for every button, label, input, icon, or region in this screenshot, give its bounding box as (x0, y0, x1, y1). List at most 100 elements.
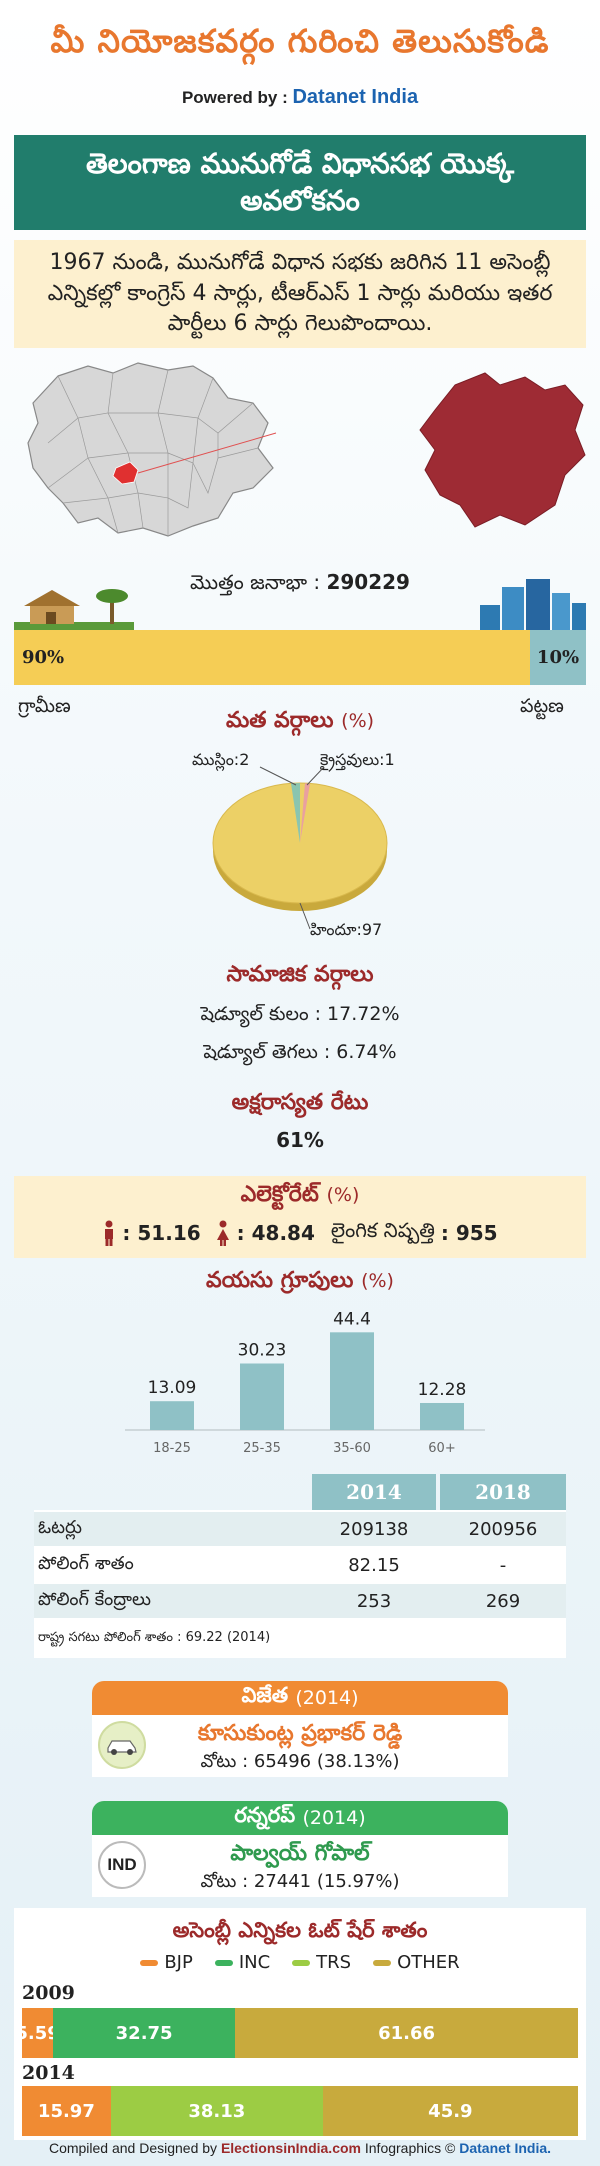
urban-label: పట్టణ (520, 695, 564, 717)
runnerup-body: IND పాల్వయ్ గోపాల్ వోటు : 27441 (15.97%) (92, 1835, 508, 1897)
powered-label: Powered by : (181, 88, 288, 107)
pie-label-christian: క్రైస్తవులు:1 (320, 750, 395, 772)
row-label-voters: ఓటర్లు (38, 1516, 82, 1538)
constituency-banner: తెలంగాణ మునుగోడే విధానసభ యొక్క అవలోకనం (14, 135, 586, 230)
turnout-2018: - (499, 1554, 507, 1576)
winner-title: విజేత (241, 1683, 289, 1707)
winner-votes: వోటు : 65496 (38.13%) (200, 1751, 400, 1772)
voters-2014: 209138 (339, 1518, 409, 1540)
age-tick-label-25-35: 25-35 (243, 1441, 281, 1456)
female-value: : 48.84 (236, 1220, 315, 1245)
footer-site: ElectionsinIndia.com (220, 2140, 361, 2156)
age-bar-18-25 (150, 1401, 194, 1430)
age-tick-label-60+: 60+ (428, 1441, 455, 1456)
religion-title: మత వర్గాలు (%) (0, 708, 600, 738)
runnerup-name: పాల్వయ్ గోపాల్ (230, 1841, 370, 1866)
footer: Compiled and Designed by ElectionsinIndi… (0, 2140, 600, 2156)
population-value: 290229 (326, 570, 410, 594)
electorate-box: ఎలెక్టోరేట్ (%) : 51.16 : 48.84 లైంగిక న… (14, 1176, 586, 1258)
electorate-unit: (%) (326, 1184, 360, 1206)
vs-year-2014: 2014 (22, 2062, 75, 2084)
runnerup-votes: వోటు : 27441 (15.97%) (200, 1871, 400, 1892)
pie-slice-muslim (291, 783, 300, 843)
male-icon (105, 1220, 114, 1246)
car-symbol-icon (98, 1721, 146, 1769)
age-tick-label-35-60: 35-60 (333, 1441, 371, 1456)
religion-unit: (%) (341, 710, 375, 732)
total-population: మొత్తం జనాభా : 290229 (0, 570, 600, 599)
sc-line: షెడ్యూల్ కులం : 17.72% (200, 1003, 400, 1025)
vote-share-seg-other-2014: 45.9 (322, 2086, 578, 2136)
vote-share-seg-inc-2009: 32.75 (53, 2008, 236, 2058)
vote-share-seg-other-2009: 61.66 (235, 2008, 578, 2058)
runnerup-card: రన్నరప్ (2014) IND పాల్వయ్ గోపాల్ వోటు :… (92, 1801, 508, 1897)
vote-share-seg-bjp-2014: 15.97 (22, 2086, 111, 2136)
rural-bar: 90% (14, 630, 530, 685)
vote-share-legend: BJP INC TRS OTHER (14, 1952, 586, 1973)
powered-by: Powered by : Datanet India (0, 86, 600, 109)
age-value-label-25-35: 30.23 (238, 1340, 287, 1360)
state-average-note: రాష్ట్ర సగటు పోలింగ్ శాతం : 69.22 (2014) (34, 1620, 566, 1658)
age-bar-35-60 (330, 1332, 374, 1430)
electorate-title-text: ఎలెక్టోరేట్ (240, 1182, 319, 1207)
age-value-label-18-25: 13.09 (148, 1378, 197, 1398)
urban-bar: 10% (530, 630, 586, 685)
state-map-icon (27, 362, 277, 537)
runnerup-title: రన్నరప్ (234, 1803, 296, 1827)
header-cell-2018: 2018 (440, 1474, 566, 1510)
vote-share-section: అసెంబ్లీ ఎన్నికల ఓట్ షేర్ శాతం BJP INC T… (14, 1908, 586, 2140)
vote-share-bar-2014: 15.97 38.13 45.9 (22, 2086, 578, 2136)
vs-year-2009: 2009 (22, 1982, 75, 2004)
header-cell-blank (34, 1474, 312, 1510)
row-label-stations: పోలింగ్ కేంద్రాలు (38, 1588, 151, 1610)
electorate-line: : 51.16 : 48.84 లైంగిక నిష్పత్తి : 955 (14, 1218, 586, 1247)
male-value: : 51.16 (122, 1220, 201, 1245)
stations-2018: 269 (485, 1590, 521, 1612)
pie-label-muslim: ముస్లిం:2 (192, 750, 249, 771)
voters-2018: 200956 (468, 1518, 538, 1540)
age-title-text: వయసు గ్రూపులు (206, 1268, 354, 1293)
table-row: పోలింగ్ కేంద్రాలు 253 269 (34, 1584, 566, 1620)
legend-inc: INC (214, 1952, 270, 1973)
table-header: 2014 2018 (34, 1474, 566, 1512)
footer-prefix: Compiled and Designed by (48, 2140, 218, 2156)
turnout-2014: 82.15 (348, 1554, 400, 1576)
age-tick-label-18-25: 18-25 (153, 1441, 191, 1456)
vote-share-seg-bjp-2009: 5.59 (15, 2008, 60, 2058)
legend-bjp: BJP (140, 1952, 193, 1973)
vote-share-title: అసెంబ్లీ ఎన్నికల ఓట్ షేర్ శాతం (172, 1918, 428, 1942)
sex-ratio-value: : 955 (440, 1220, 498, 1245)
population-label: మొత్తం జనాభా : (190, 570, 321, 594)
age-value-label-35-60: 44.4 (333, 1309, 371, 1329)
pie-slice-christian (300, 783, 310, 843)
powered-brand: Datanet India (292, 86, 419, 108)
row-label-turnout: పోలింగ్ శాతం (38, 1552, 134, 1574)
stats-table: 2014 2018 ఓటర్లు 209138 200956 పోలింగ్ శ… (34, 1474, 566, 1658)
constituency-map-icon (419, 372, 586, 528)
winner-header: విజేత (2014) (92, 1681, 508, 1715)
legend-trs: TRS (292, 1952, 351, 1973)
religion-pie-chart: ముస్లిం:2 క్రైస్తవులు:1 హిందూ:97 (192, 750, 395, 939)
history-summary: 1967 నుండి, మునుగోడే విధాన సభకు జరిగిన 1… (14, 240, 586, 348)
electorate-title: ఎలెక్టోరేట్ (%) (14, 1182, 586, 1212)
female-icon (216, 1220, 229, 1246)
vote-share-seg-trs-2014: 38.13 (110, 2086, 323, 2136)
table-row: ఓటర్లు 209138 200956 (34, 1512, 566, 1548)
footer-brand: Datanet India. (459, 2140, 552, 2156)
legend-other: OTHER (373, 1952, 460, 1973)
vote-share-bar-2009: 5.59 32.75 61.66 (15, 2008, 578, 2058)
page-title: మీ నియోజకవర్గం గురించి తెలుసుకోండి (50, 22, 550, 60)
header-cell-2014: 2014 (312, 1474, 436, 1510)
sex-ratio-label: లైంగిక నిష్పత్తి (330, 1218, 435, 1242)
table-row: పోలింగ్ శాతం 82.15 - (34, 1548, 566, 1584)
winner-name: కూసుకుంట్ల ప్రభాకర్ రెడ్డి (197, 1721, 403, 1746)
age-title: వయసు గ్రూపులు (%) (0, 1268, 600, 1298)
age-value-label-60+: 12.28 (418, 1380, 467, 1400)
st-line: షెడ్యూల్ తెగలు : 6.74% (203, 1041, 397, 1063)
village-icon (14, 589, 134, 630)
social-title: సామాజిక వర్గాలు (226, 962, 374, 987)
age-bar-60+ (420, 1402, 464, 1430)
footer-middle: Infographics © (364, 2140, 456, 2156)
literacy-value: 61% (276, 1128, 324, 1152)
runnerup-year: (2014) (302, 1807, 366, 1829)
